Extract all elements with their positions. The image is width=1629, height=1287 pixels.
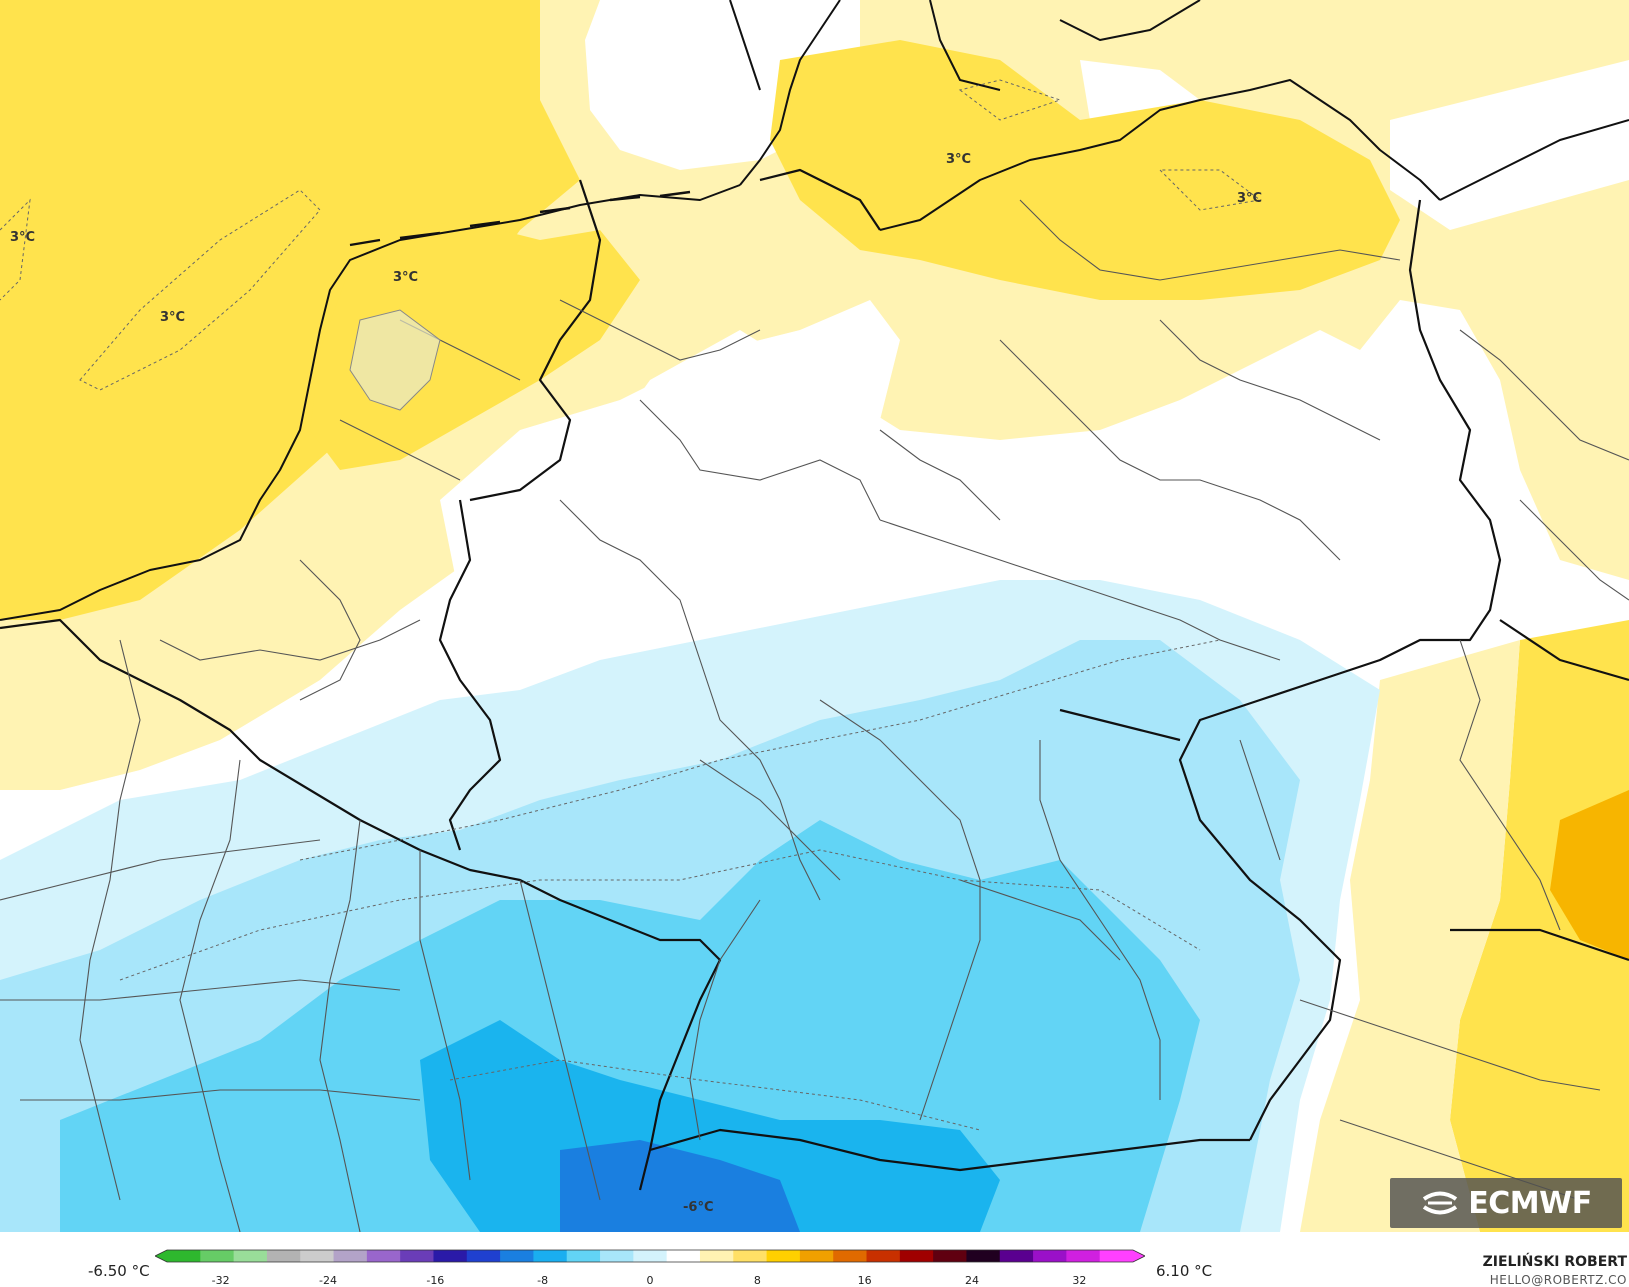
color-scale-segment — [433, 1250, 468, 1262]
coastlines — [0, 0, 1629, 621]
ecmwf-swirl-icon — [1423, 1191, 1458, 1215]
logo-text: ECMWF — [1468, 1185, 1592, 1221]
regional-borders — [0, 199, 1629, 1232]
color-scale-segment — [1033, 1250, 1067, 1262]
color-scale-tick-label: 0 — [646, 1274, 654, 1287]
color-scale-tick-label: -8 — [537, 1274, 549, 1287]
author-email: HELLO@ROBERTZ.CO — [1489, 1273, 1627, 1287]
temperature-map: 3°C 3°C 3°C 3°C 3°C -6°C ECMWF — [0, 0, 1629, 1232]
zero-region-central — [440, 300, 1629, 700]
color-scale-segment — [366, 1250, 401, 1262]
color-scale-segment — [1099, 1250, 1134, 1262]
color-scale-segments — [155, 1249, 1145, 1263]
warm-band-mid — [0, 0, 580, 620]
color-scale-segment — [200, 1250, 235, 1262]
color-scale-segment — [633, 1250, 668, 1262]
color-scale-segment — [600, 1250, 634, 1262]
color-scale-segment — [933, 1250, 967, 1262]
warm-band-mid-east — [1450, 620, 1629, 1232]
cold-band-core — [560, 1140, 800, 1232]
warm-band-orange — [1550, 790, 1629, 960]
color-scale-tick-label: -16 — [426, 1274, 445, 1287]
warm-band-mid-north — [770, 40, 1400, 300]
map-canvas — [0, 0, 1629, 1232]
color-scale-segment — [533, 1250, 568, 1262]
color-scale-segment — [300, 1250, 335, 1262]
max-value-label: 6.10 °C — [1156, 1262, 1213, 1280]
color-scale-segment — [266, 1250, 301, 1262]
color-scale-segment — [400, 1250, 434, 1262]
country-borders — [0, 168, 1629, 1191]
min-value-label: -6.50 °C — [88, 1262, 150, 1280]
color-scale-segment — [566, 1250, 601, 1262]
color-scale-segment — [799, 1250, 834, 1262]
color-scale-arrow-low — [155, 1250, 167, 1262]
color-scale-tick-label: -32 — [211, 1274, 230, 1287]
color-scale-segment — [500, 1250, 534, 1262]
color-scale-segment — [766, 1250, 801, 1262]
color-scale-segment — [866, 1250, 901, 1262]
color-scale-bar — [155, 1249, 1145, 1263]
color-scale-segment — [999, 1250, 1034, 1262]
author-name: ZIELIŃSKI ROBERT — [1482, 1254, 1627, 1270]
color-scale-tick-label: -24 — [319, 1274, 337, 1287]
isotherm-lines — [0, 79, 1262, 1131]
color-scale-segment — [899, 1250, 934, 1262]
color-scale-tick-label: 32 — [1072, 1274, 1087, 1287]
color-scale-tick-label: 8 — [753, 1274, 761, 1287]
color-scale-segment — [167, 1250, 201, 1262]
color-scale-segment — [733, 1250, 768, 1262]
color-scale-segment — [699, 1250, 734, 1262]
color-scale-segment — [966, 1250, 1001, 1262]
color-scale-outline — [155, 1249, 1145, 1263]
color-scale-segment — [333, 1250, 368, 1262]
color-scale-segment — [466, 1250, 501, 1262]
color-scale-segment — [233, 1250, 268, 1262]
color-scale-segment — [1066, 1250, 1101, 1262]
warm-band-pale-east — [1300, 640, 1520, 1232]
color-scale-segment — [666, 1250, 701, 1262]
ecmwf-logo: ECMWF — [1390, 1178, 1622, 1228]
lake-ijsselmeer — [349, 309, 441, 411]
zero-pocket-east — [1390, 60, 1629, 230]
frisian-islands — [349, 190, 691, 247]
color-scale-segment — [833, 1250, 868, 1262]
color-scale-tick-label: 16 — [857, 1274, 872, 1287]
color-scale-tick-label: 24 — [965, 1274, 979, 1287]
color-scale-arrow-high — [1133, 1250, 1145, 1262]
